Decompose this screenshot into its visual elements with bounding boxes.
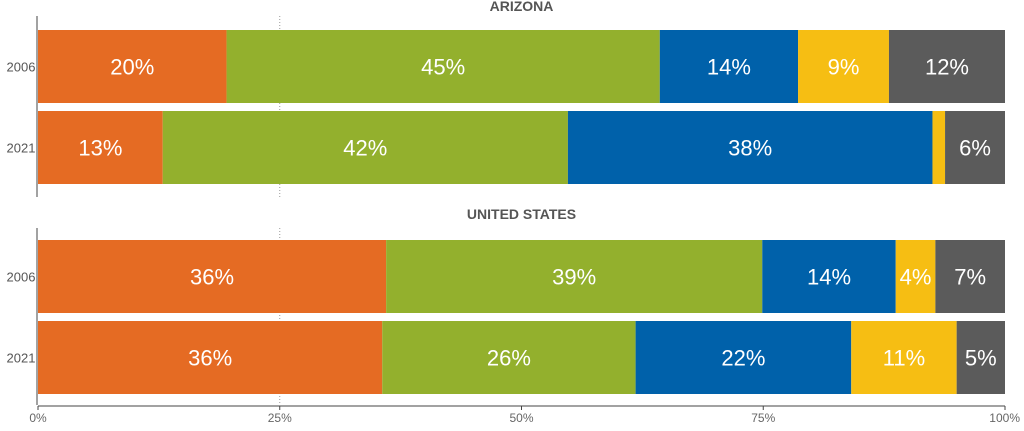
segment-label: 36% xyxy=(188,346,232,371)
bar-segment xyxy=(38,111,163,184)
panel-title-1: ARIZONA xyxy=(490,0,554,14)
bar-segment xyxy=(635,321,852,394)
bar-segment xyxy=(226,30,660,103)
bar-segment xyxy=(762,240,896,313)
x-tick-label: 75% xyxy=(751,411,775,425)
bar-segment xyxy=(567,111,933,184)
panel-title-2: UNITED STATES xyxy=(467,206,576,222)
bar-segment xyxy=(798,30,889,103)
bar-segment xyxy=(38,321,383,394)
segment-label: 7% xyxy=(954,265,986,290)
x-tick-label: 0% xyxy=(29,411,47,425)
bar-segment xyxy=(851,321,957,394)
year-label-2006: 2006 xyxy=(7,60,36,75)
segment-label: 22% xyxy=(721,346,765,371)
bar-segment xyxy=(38,240,387,313)
segment-label: 42% xyxy=(343,136,387,161)
year-label-2021: 2021 xyxy=(7,351,36,366)
bar-segment xyxy=(382,321,636,394)
year-label-2006: 2006 xyxy=(7,270,36,285)
segment-label: 9% xyxy=(828,55,860,80)
bar-segment xyxy=(895,240,936,313)
segment-label: 26% xyxy=(487,346,531,371)
bar-segment xyxy=(386,240,763,313)
segment-label: 12% xyxy=(925,55,969,80)
bar-segment xyxy=(932,111,946,184)
bar-segment xyxy=(162,111,568,184)
segment-label: 11% xyxy=(883,346,925,371)
segment-label: 20% xyxy=(110,55,154,80)
segment-label: 14% xyxy=(807,265,851,290)
year-label-2021: 2021 xyxy=(7,141,36,156)
bar-segment xyxy=(956,321,1005,394)
segment-label: 4% xyxy=(900,265,932,290)
segment-label: 36% xyxy=(190,265,234,290)
bar-segment xyxy=(659,30,799,103)
bar-segment xyxy=(935,240,1005,313)
segment-label: 6% xyxy=(959,136,991,161)
x-tick-label: 25% xyxy=(268,411,292,425)
bar-segment xyxy=(888,30,1005,103)
segment-label: 14% xyxy=(707,55,751,80)
x-tick-label: 100% xyxy=(989,411,1020,425)
segment-label: 39% xyxy=(552,265,596,290)
bar-segment xyxy=(38,30,227,103)
bar-segment xyxy=(945,111,1005,184)
segment-label: 5% xyxy=(965,346,997,371)
segment-label: 38% xyxy=(728,136,772,161)
segment-label: 45% xyxy=(421,55,465,80)
segment-label: 13% xyxy=(78,136,122,161)
x-tick-label: 50% xyxy=(509,411,533,425)
